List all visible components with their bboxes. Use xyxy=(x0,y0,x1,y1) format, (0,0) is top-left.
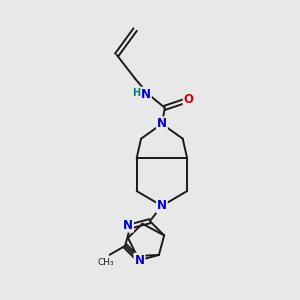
Text: H: H xyxy=(132,88,140,98)
Text: N: N xyxy=(157,117,167,130)
Text: N: N xyxy=(141,88,151,100)
Text: N: N xyxy=(123,219,133,232)
Text: CH₃: CH₃ xyxy=(98,258,114,267)
Text: N: N xyxy=(134,254,144,267)
Text: N: N xyxy=(157,200,167,212)
Text: O: O xyxy=(184,93,194,106)
